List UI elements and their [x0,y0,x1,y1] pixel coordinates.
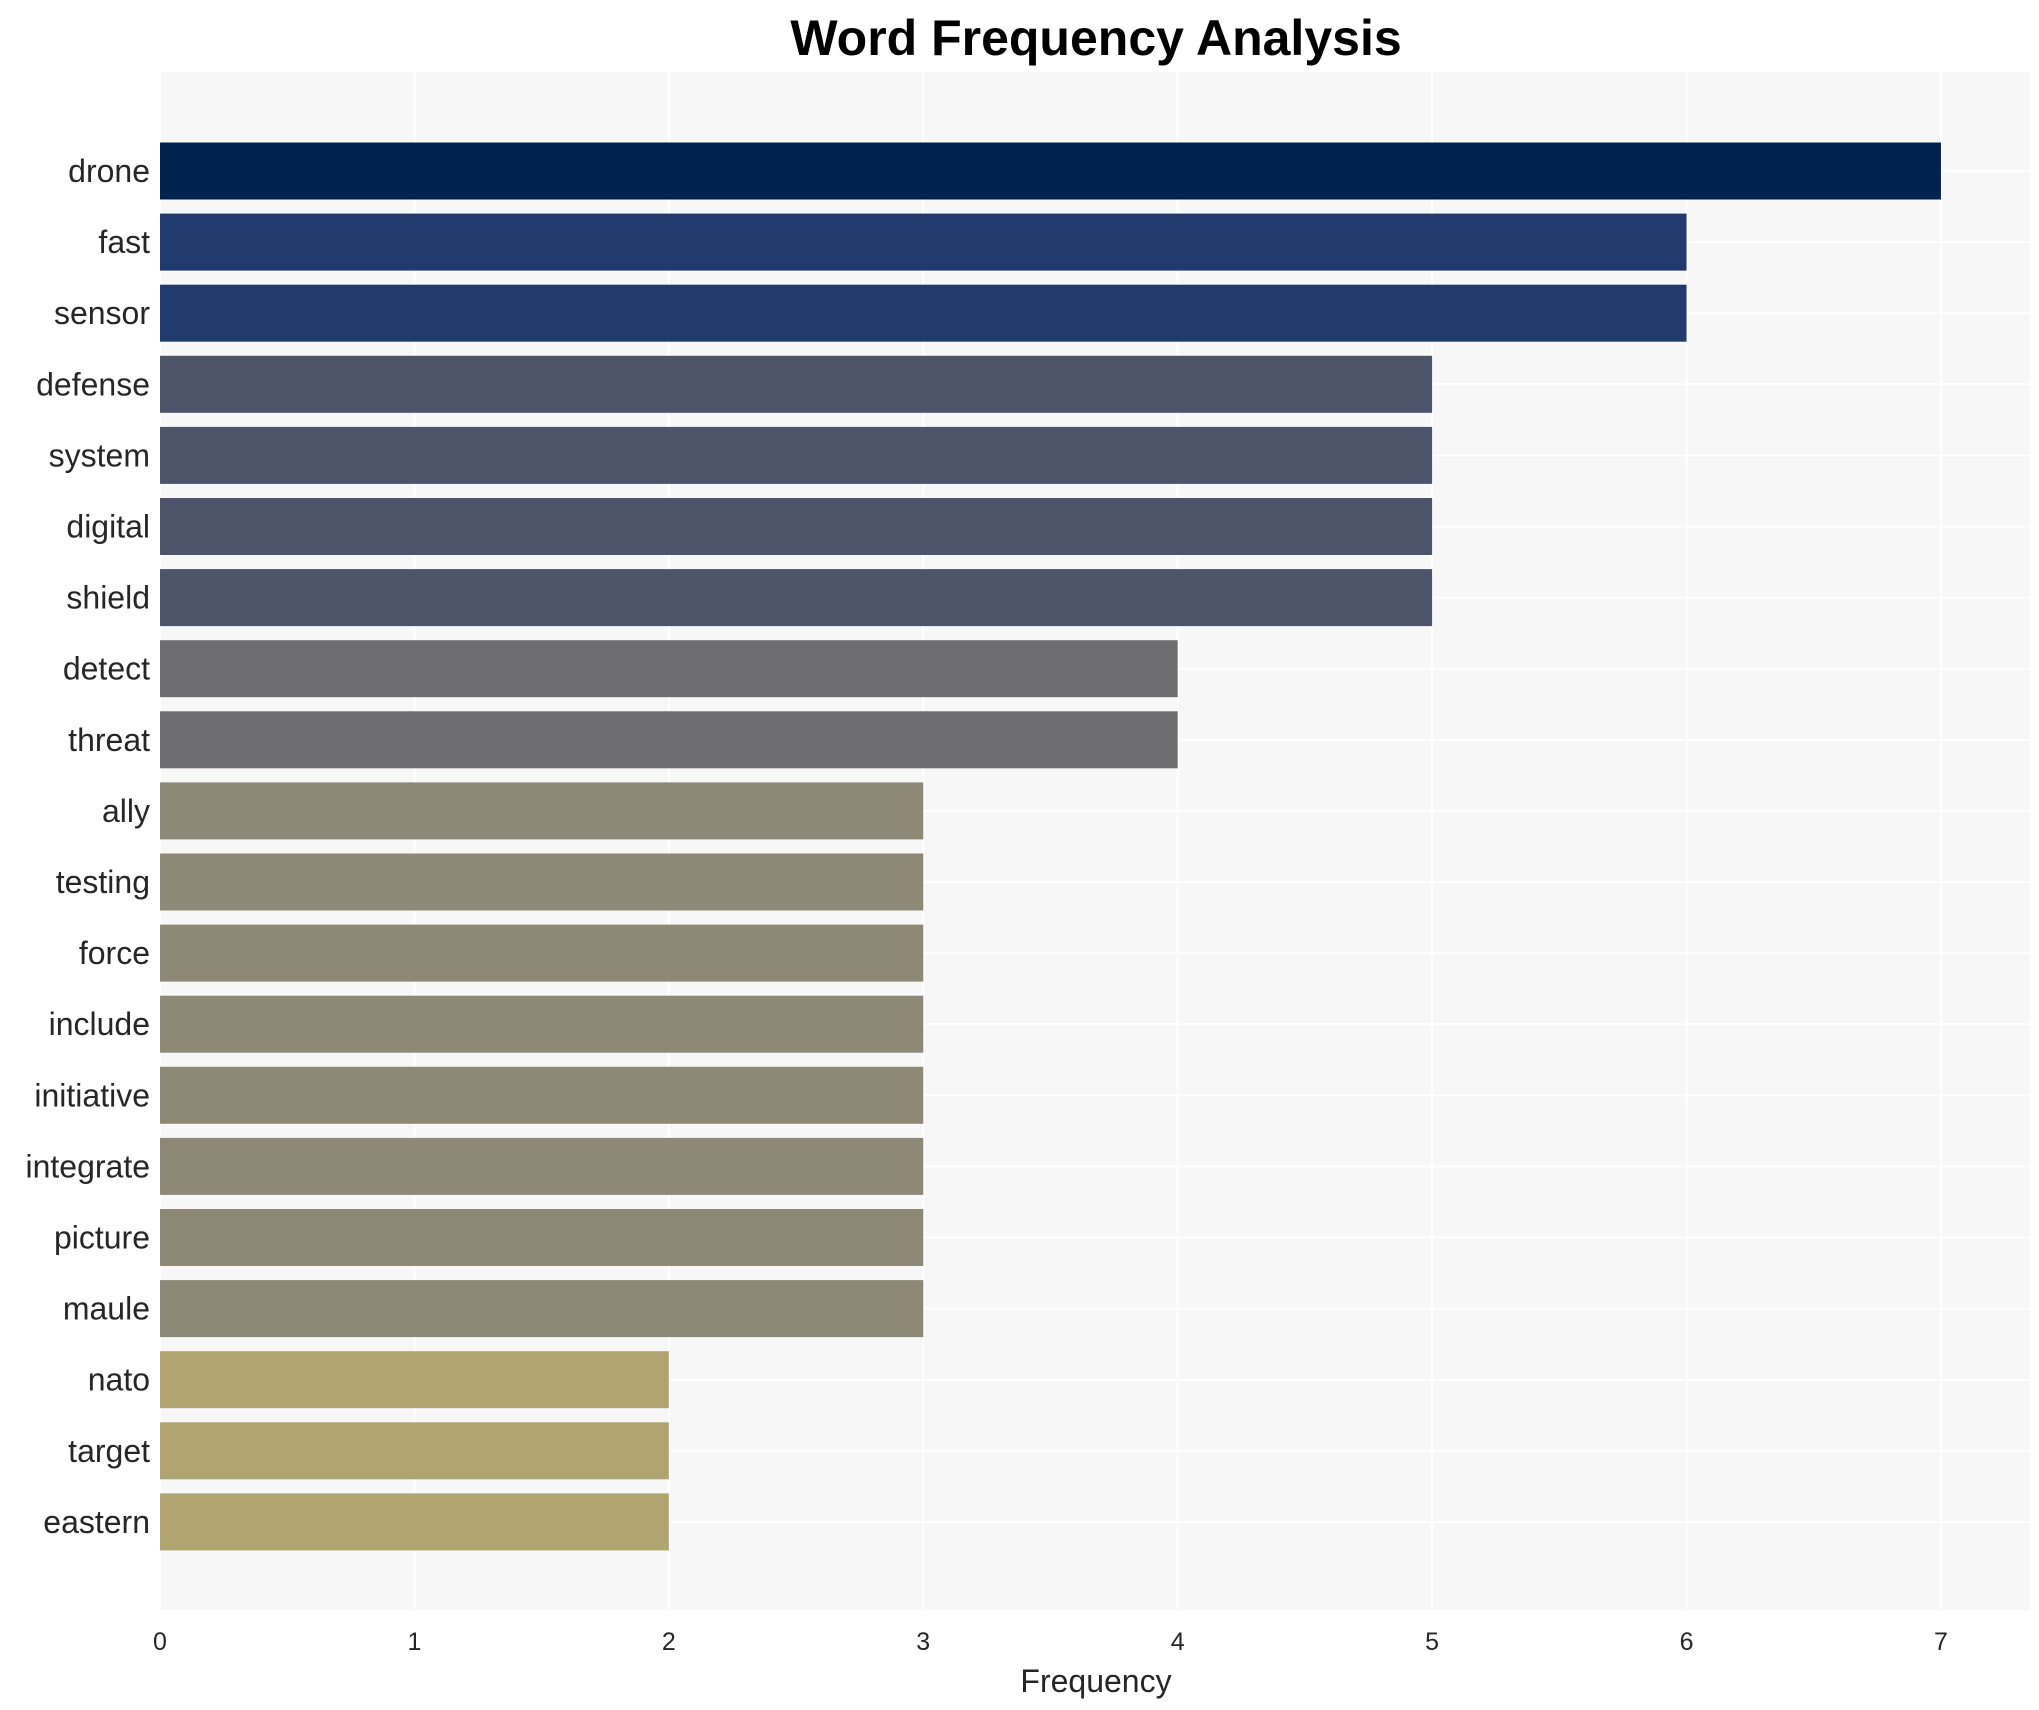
bar-drone [160,142,1941,200]
x-tick-label: 7 [1934,1628,1948,1656]
category-label-include: include [49,1006,150,1042]
x-tick-label: 2 [662,1628,676,1656]
x-tick-label: 6 [1680,1628,1694,1656]
category-label-ally: ally [102,793,150,829]
bars [160,142,1941,1551]
x-tick-label: 1 [407,1628,421,1656]
bar-defense [160,355,1433,413]
bar-maule [160,1280,924,1338]
category-label-defense: defense [36,366,150,402]
x-tick-label: 0 [153,1628,167,1656]
category-label-fast: fast [98,224,150,260]
bar-force [160,924,924,982]
bar-eastern [160,1493,669,1551]
bar-nato [160,1351,669,1409]
category-label-threat: threat [68,722,150,758]
category-label-integrate: integrate [25,1148,150,1184]
category-label-target: target [68,1433,150,1469]
category-label-sensor: sensor [54,295,150,331]
bar-initiative [160,1066,924,1124]
category-label-digital: digital [66,509,150,545]
bar-threat [160,711,1178,769]
category-label-shield: shield [66,580,150,616]
x-tick-label: 4 [1171,1628,1185,1656]
category-label-detect: detect [63,651,150,687]
chart-title: Word Frequency Analysis [790,10,1401,66]
category-labels: drone fast sensor defense system digital shiel… [25,153,150,1540]
category-label-nato: nato [88,1362,150,1398]
bar-target [160,1422,669,1480]
category-label-system: system [49,437,150,473]
category-label-picture: picture [54,1220,150,1256]
x-tick-label: 5 [1425,1628,1439,1656]
x-axis-label: Frequency [1020,1663,1171,1699]
bar-include [160,995,924,1053]
x-tick-labels: 0 1 2 3 4 5 6 7 [153,1628,1948,1656]
category-label-drone: drone [68,153,150,189]
category-label-testing: testing [56,864,150,900]
bar-picture [160,1209,924,1266]
category-label-initiative: initiative [34,1077,150,1113]
category-label-maule: maule [63,1291,150,1327]
bar-detect [160,640,1178,698]
bar-testing [160,853,924,911]
bar-ally [160,782,924,840]
bar-shield [160,569,1433,627]
x-tick-label: 3 [916,1628,930,1656]
category-label-force: force [79,935,150,971]
bar-system [160,426,1433,484]
bar-fast [160,213,1687,271]
bar-sensor [160,284,1687,342]
bar-digital [160,498,1433,555]
bar-integrate [160,1137,924,1195]
category-label-eastern: eastern [43,1504,150,1540]
